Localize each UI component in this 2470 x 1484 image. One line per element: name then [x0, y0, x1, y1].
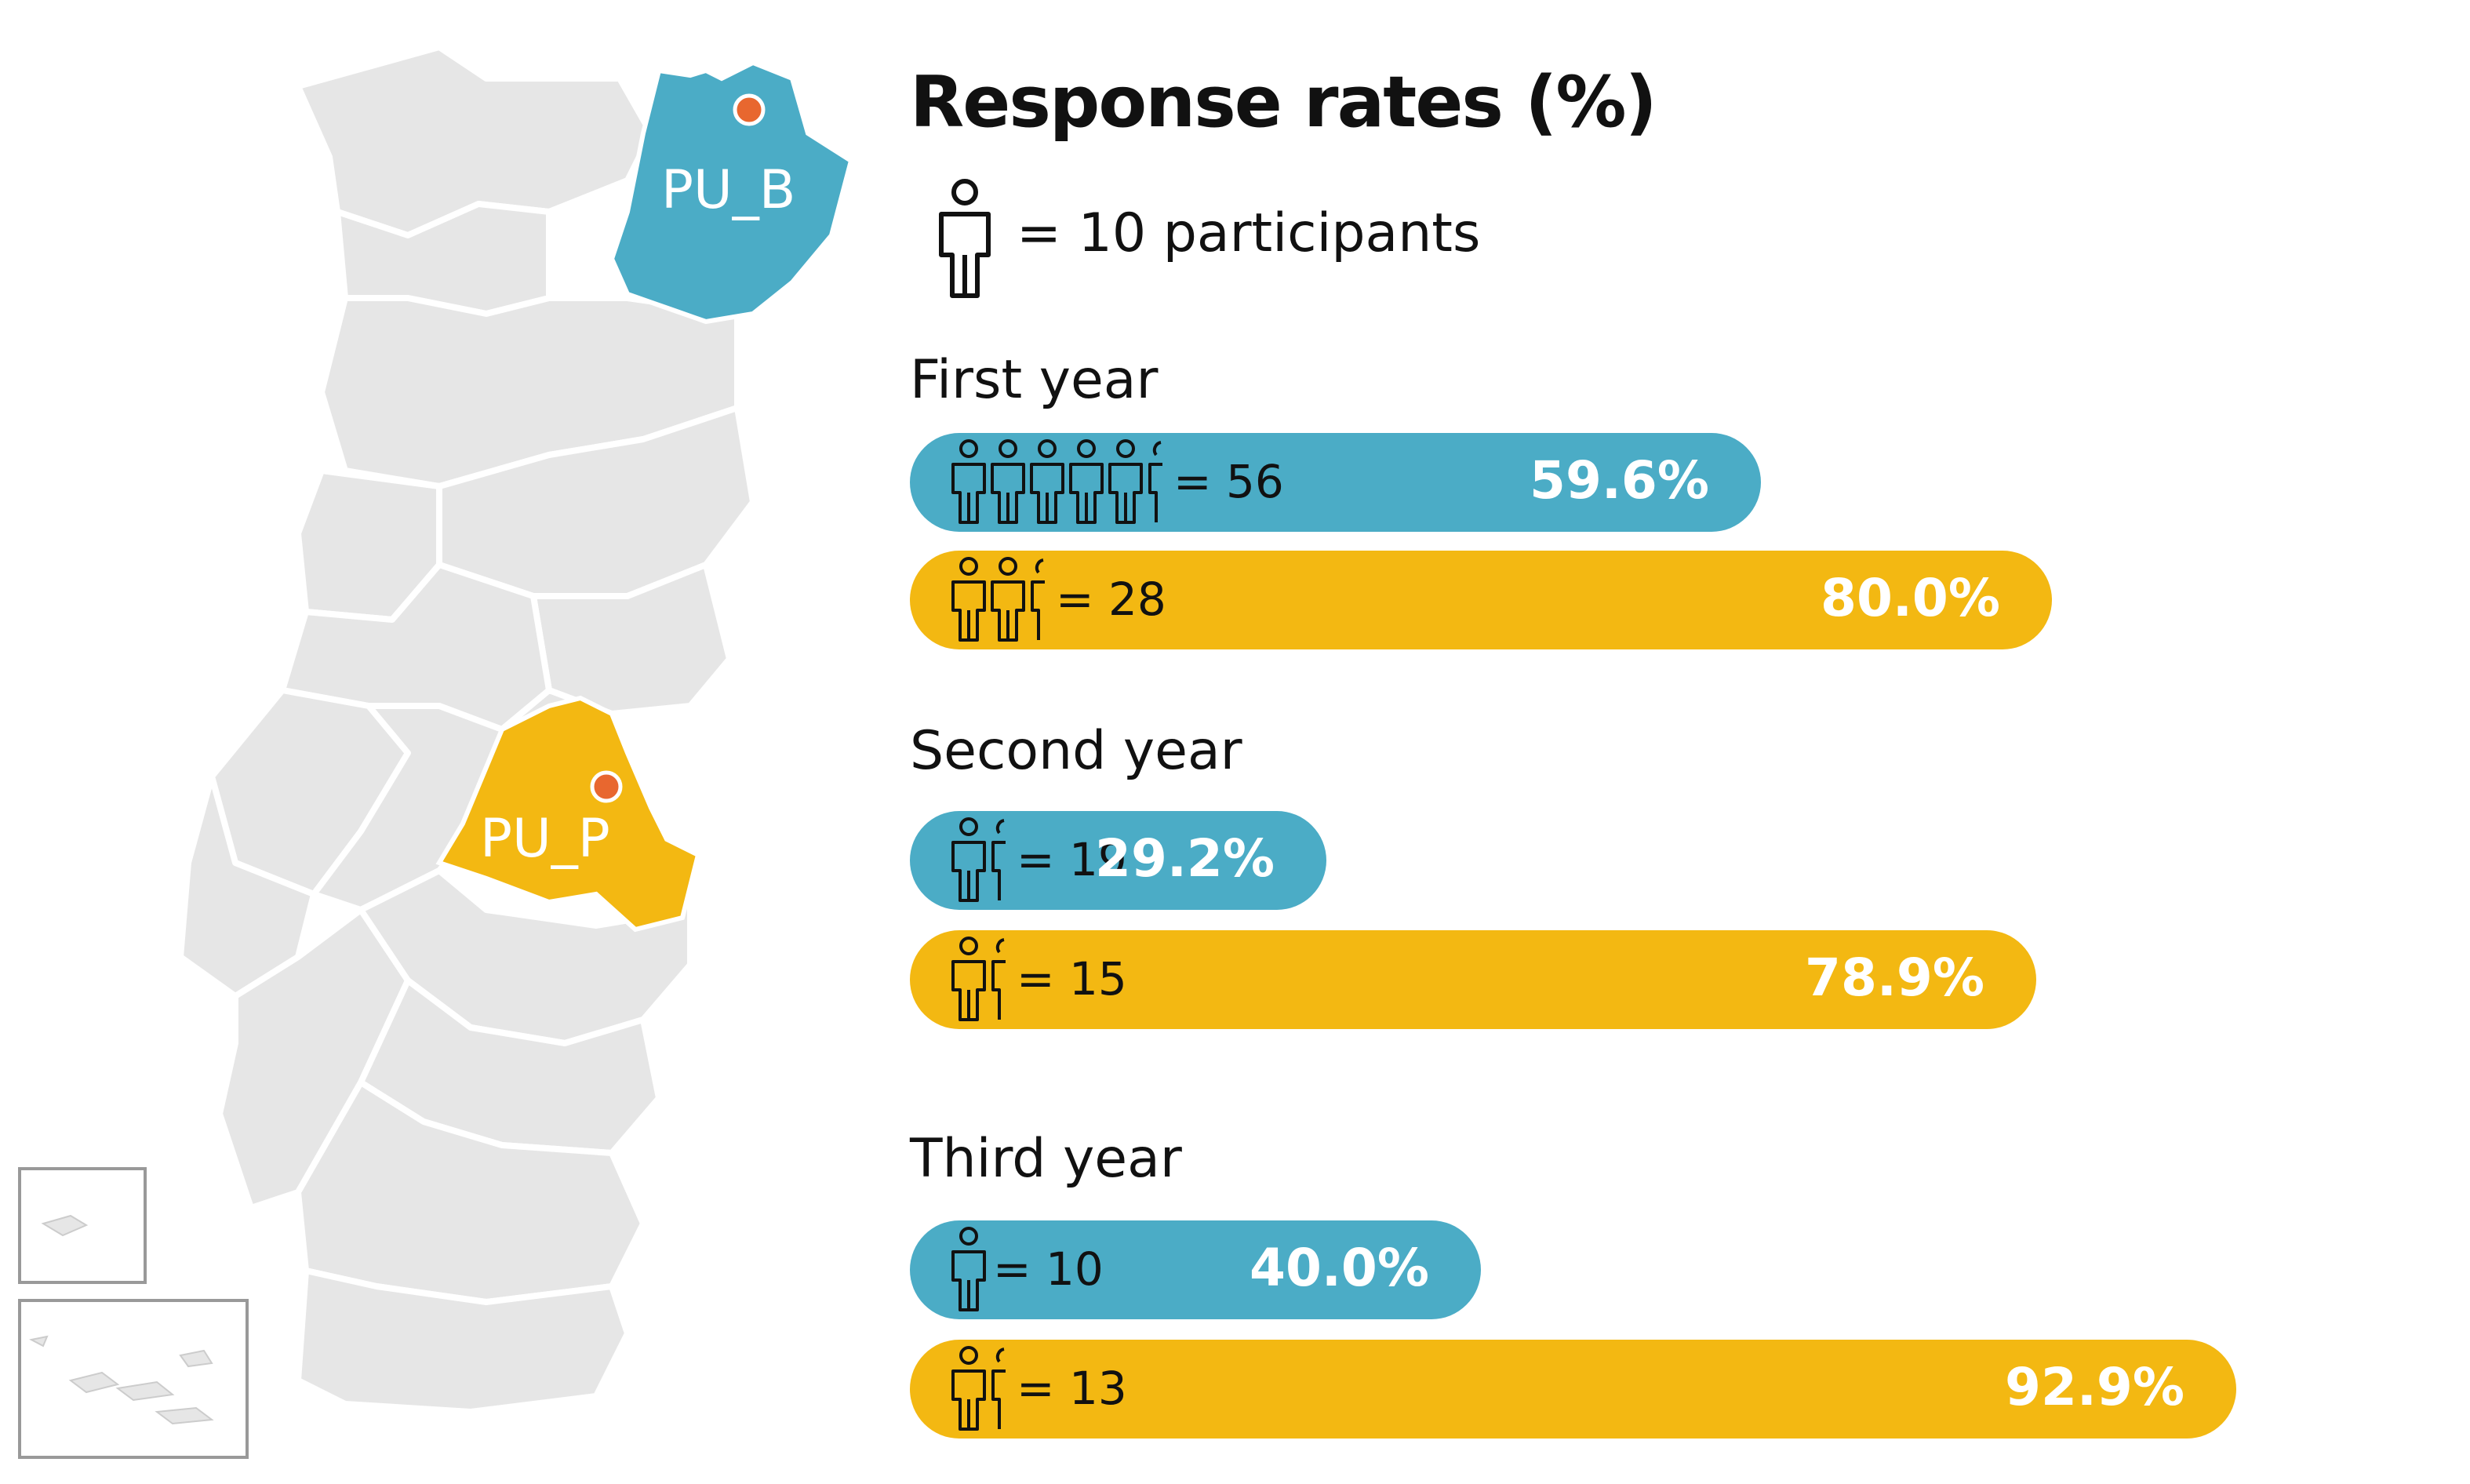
map-region-faro [295, 1268, 631, 1415]
map-region-north-west [295, 44, 654, 238]
person-icon [991, 439, 1025, 524]
map-region-pu-p [435, 695, 701, 933]
bar-pu-b-2: = 10 40.0% [910, 1220, 1481, 1319]
map-label-pu-p: PU_P [480, 808, 610, 870]
portugal-map: PU_B PU_P [18, 44, 854, 1459]
person-icon [1069, 439, 1104, 524]
percent-label: 59.6% [1530, 450, 1709, 511]
person-icon [1108, 439, 1143, 524]
group-label-first-year: First year [910, 349, 1159, 411]
person-icon [951, 439, 986, 524]
legend-text: = 10 participants [1017, 202, 1481, 264]
inset-azores [18, 1299, 249, 1459]
person-icon [951, 1346, 986, 1431]
participant-count: = 13 [1017, 1362, 1127, 1415]
map-region-pu-b [609, 60, 854, 325]
participant-count: = 28 [1056, 573, 1166, 626]
bar-pu-p-0: = 28 80.0% [910, 551, 2052, 649]
percent-label: 29.2% [1095, 828, 1275, 889]
percent-label: 78.9% [1805, 948, 1984, 1008]
participant-count: = 10 [993, 1242, 1104, 1296]
chart-title: Response rates (%) [910, 61, 1657, 144]
person-icon [1030, 439, 1064, 524]
group-label-second-year: Second year [910, 720, 1242, 782]
map-region-portalegre [358, 867, 693, 1046]
percent-label: 80.0% [1821, 568, 2000, 628]
participant-count: = 15 [1017, 952, 1127, 1006]
inset-azores-islands [29, 1335, 214, 1425]
legend-person-icon [939, 179, 991, 298]
partial-person-icon [1031, 558, 1045, 640]
participant-count: = 56 [1173, 455, 1284, 508]
partial-person-icon [991, 938, 1006, 1020]
person-icon [951, 937, 986, 1021]
pu-b-marker [733, 93, 766, 126]
map-label-pu-b: PU_B [661, 159, 795, 221]
person-icon [951, 557, 986, 642]
percent-label: 92.9% [2005, 1357, 2184, 1417]
bar-pu-b-0: = 56 59.6% [910, 433, 1761, 532]
inset-madeira-island [41, 1214, 89, 1237]
pu-p-marker [590, 770, 623, 803]
participant-count: = 19 [1017, 833, 1127, 886]
percent-label: 40.0% [1250, 1238, 1429, 1298]
partial-person-icon [991, 1348, 1006, 1429]
person-icon [951, 1227, 986, 1311]
partial-person-icon [1148, 441, 1162, 522]
bar-pu-b-1: = 19 29.2% [910, 811, 1326, 910]
person-icon [991, 557, 1025, 642]
bar-pu-p-1: = 15 78.9% [910, 930, 2036, 1029]
partial-person-icon [991, 819, 1006, 900]
bar-pu-p-2: = 13 92.9% [910, 1340, 2236, 1439]
group-label-third-year: Third year [910, 1128, 1182, 1190]
person-icon [951, 817, 986, 902]
